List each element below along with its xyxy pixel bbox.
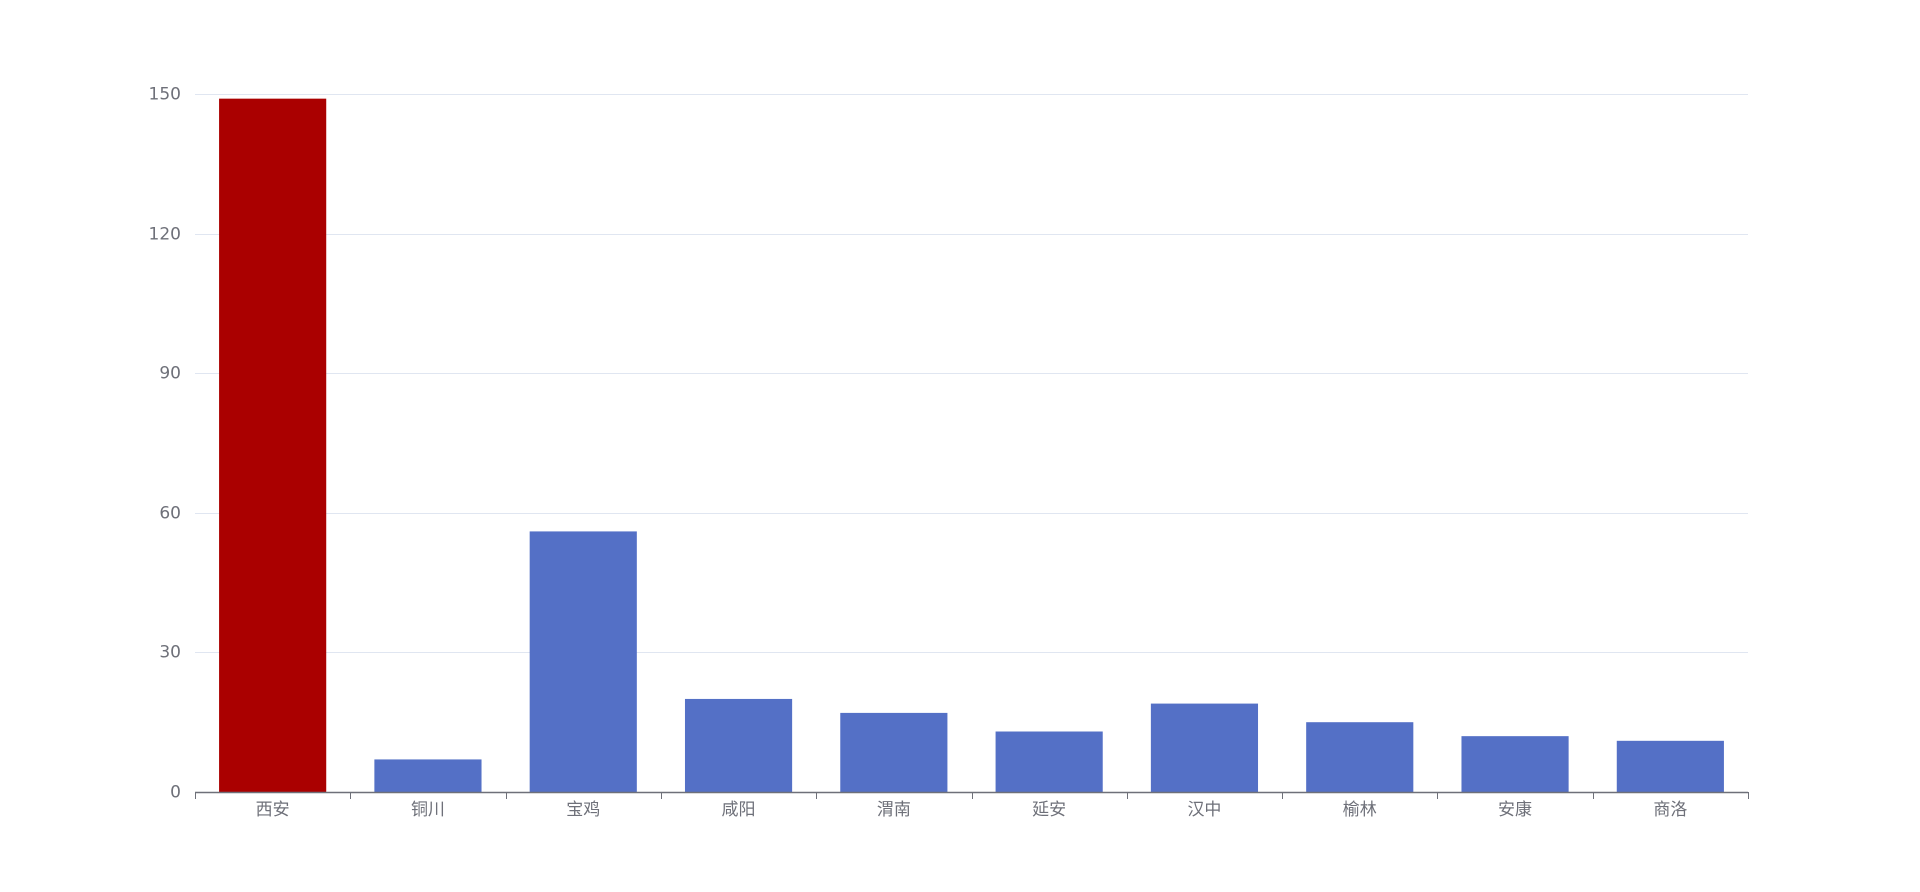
y-tick-label: 90	[159, 364, 181, 384]
y-tick-label: 150	[149, 85, 181, 105]
x-tick-label: 延安	[1032, 800, 1066, 820]
bar-4[interactable]	[840, 712, 948, 792]
bar-8[interactable]	[1461, 736, 1569, 792]
x-tick-label: 西安	[256, 800, 290, 820]
grid-lines	[195, 94, 1748, 653]
y-tick-label: 0	[170, 783, 181, 803]
x-tick-label: 咸阳	[722, 800, 756, 820]
bar-7[interactable]	[1306, 722, 1414, 792]
x-tick-label: 渭南	[877, 800, 911, 820]
x-axis	[195, 791, 1749, 799]
x-axis-labels: 西安 铜川 宝鸡 咸阳 渭南 延安 汉中 榆林 安康 商洛	[256, 800, 1688, 820]
x-tick-label: 榆林	[1343, 800, 1377, 820]
bar-1[interactable]	[374, 759, 482, 792]
x-tick-label: 商洛	[1653, 800, 1687, 820]
bar-2[interactable]	[529, 531, 637, 792]
x-tick-label: 铜川	[411, 800, 445, 820]
y-tick-label: 120	[149, 225, 181, 245]
x-tick-label: 安康	[1498, 800, 1532, 820]
bar-9[interactable]	[1616, 740, 1724, 792]
y-tick-label: 60	[159, 504, 181, 524]
bar-0[interactable]	[219, 98, 327, 793]
bar-3[interactable]	[684, 698, 793, 792]
x-tick-label: 汉中	[1187, 800, 1221, 820]
x-tick-label: 宝鸡	[566, 800, 600, 820]
bar-6[interactable]	[1150, 703, 1259, 792]
y-tick-label: 30	[159, 643, 181, 663]
bar-5[interactable]	[995, 731, 1103, 792]
y-axis-labels: 0 30 60 90 120 150	[149, 85, 181, 803]
bars	[219, 98, 1724, 793]
